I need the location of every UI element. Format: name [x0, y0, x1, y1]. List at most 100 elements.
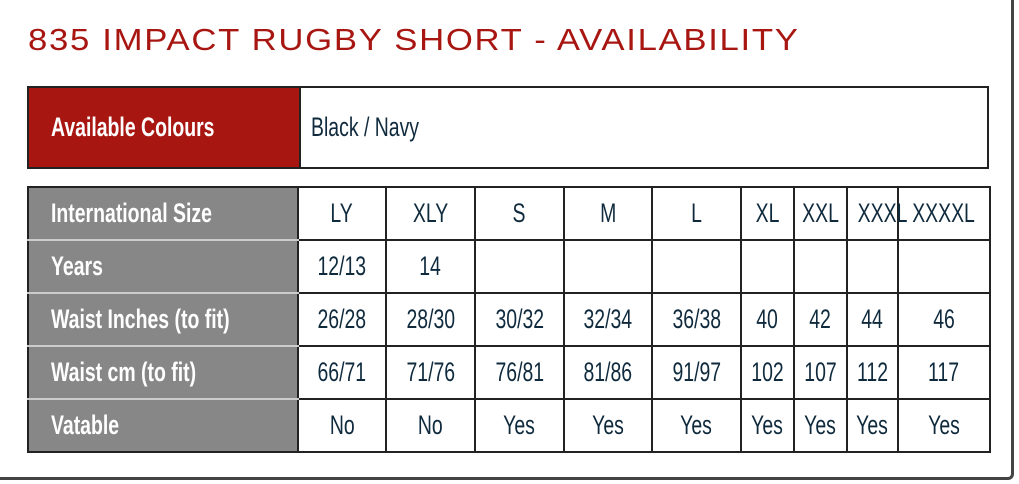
table-cell: 40 [740, 292, 795, 347]
table-cell: 117 [897, 345, 991, 400]
cell-value: XLY [412, 198, 449, 228]
row-label-cell: Years [27, 239, 299, 294]
colours-label: Available Colours [51, 112, 215, 142]
table-cell: 76/81 [474, 345, 565, 400]
table-cell [846, 239, 899, 294]
cell-value: 102 [751, 357, 784, 387]
cell-value: M [599, 198, 617, 228]
cell-value: 30/32 [495, 304, 544, 334]
cell-value: Yes [804, 410, 837, 440]
table-cell: 30/32 [474, 292, 565, 347]
table-cell: Yes [793, 398, 848, 453]
table-cell: S [474, 186, 565, 241]
cell-value: Yes [592, 410, 624, 440]
table-cell: XL [740, 186, 795, 241]
cell-value: XL [755, 198, 780, 228]
cell-value: No [418, 410, 443, 440]
table-cell: 107 [793, 345, 848, 400]
page-title: 835 IMPACT RUGBY SHORT - AVAILABILITY [28, 22, 800, 57]
row-label-cell: Vatable [27, 398, 299, 453]
table-cell [740, 239, 795, 294]
table-cell [651, 239, 742, 294]
table-cell: XXL [793, 186, 848, 241]
colours-label-cell: Available Colours [27, 86, 301, 169]
cell-value: 36/38 [672, 304, 721, 334]
cell-value: L [691, 198, 702, 228]
table-row: Waist cm (to fit) 66/71 71/76 76/81 81/86 91/… [27, 345, 991, 400]
table-cell [897, 239, 991, 294]
table-cell: 66/71 [297, 345, 387, 400]
cell-value: 91/97 [672, 357, 721, 387]
cell-value: 76/81 [495, 357, 544, 387]
colours-value: Black / Navy [311, 112, 420, 142]
table-cell: 12/13 [297, 239, 387, 294]
table-row: Vatable No No Yes Yes Yes Yes Yes Yes Yes [27, 398, 991, 453]
cell-value: 112 [856, 357, 888, 387]
table-cell: Yes [897, 398, 991, 453]
row-label: Vatable [51, 410, 120, 440]
table-cell: L [651, 186, 742, 241]
cell-value: No [329, 410, 355, 440]
table-row: Years 12/13 14 [27, 239, 991, 294]
table-cell: 36/38 [651, 292, 742, 347]
row-label-cell: Waist cm (to fit) [27, 345, 299, 400]
table-cell: XXXXL [897, 186, 991, 241]
cell-value: 46 [933, 304, 955, 334]
table-cell: Yes [651, 398, 742, 453]
cell-value: 26/28 [317, 304, 367, 334]
cell-value: 44 [861, 304, 884, 334]
cell-value: 32/34 [583, 304, 633, 334]
table-cell [563, 239, 653, 294]
cell-value: Yes [928, 410, 960, 440]
cell-value: XXL [802, 198, 839, 228]
cell-value: 28/30 [406, 304, 455, 334]
table-cell: 14 [385, 239, 476, 294]
cell-value: XXXXL [912, 198, 976, 228]
cell-value: 12/13 [317, 251, 367, 281]
table-cell: No [385, 398, 476, 453]
size-table: International Size LY XLY S M L XL XXL XXXL XXXXL… [27, 186, 991, 453]
cell-value: Yes [856, 410, 889, 440]
cell-value: Yes [751, 410, 784, 440]
table-cell: 71/76 [385, 345, 476, 400]
table-cell: LY [297, 186, 387, 241]
table-cell: 42 [793, 292, 848, 347]
table-cell: 28/30 [385, 292, 476, 347]
cell-value: LY [330, 198, 354, 228]
table-cell: Yes [846, 398, 899, 453]
cell-value: 14 [419, 251, 442, 281]
table-cell: M [563, 186, 653, 241]
table-cell: XXXL [846, 186, 907, 241]
table-cell: Yes [563, 398, 653, 453]
row-label: Waist Inches (to fit) [51, 304, 230, 334]
cell-value: 71/76 [406, 357, 455, 387]
table-cell: No [297, 398, 387, 453]
row-label: Waist cm (to fit) [51, 357, 197, 387]
colours-value-cell: Black / Navy [299, 86, 989, 169]
colours-row: Available Colours Black / Navy [27, 86, 989, 169]
cell-value: 117 [928, 357, 960, 387]
table-row: International Size LY XLY S M L XL XXL XXXL XXXXL [27, 186, 991, 241]
row-label: Years [51, 251, 103, 281]
cell-value: 107 [804, 357, 837, 387]
table-cell: 26/28 [297, 292, 387, 347]
table-cell: Yes [740, 398, 795, 453]
table-cell: 44 [846, 292, 899, 347]
table-cell [474, 239, 565, 294]
cell-value: Yes [680, 410, 713, 440]
table-cell: 46 [897, 292, 991, 347]
cell-value: Yes [503, 410, 536, 440]
table-cell: Yes [474, 398, 565, 453]
table-row: Waist Inches (to fit) 26/28 28/30 30/32 32/3… [27, 292, 991, 347]
row-label-cell: International Size [27, 186, 299, 241]
cell-value: 81/86 [583, 357, 633, 387]
table-cell [793, 239, 848, 294]
cell-value: S [513, 198, 526, 228]
cell-value: XXXL [857, 198, 908, 228]
colours-table: Available Colours Black / Navy [27, 86, 989, 169]
table-cell: 102 [740, 345, 795, 400]
table-cell: 81/86 [563, 345, 653, 400]
cell-value: 66/71 [317, 357, 367, 387]
table-cell: XLY [385, 186, 476, 241]
